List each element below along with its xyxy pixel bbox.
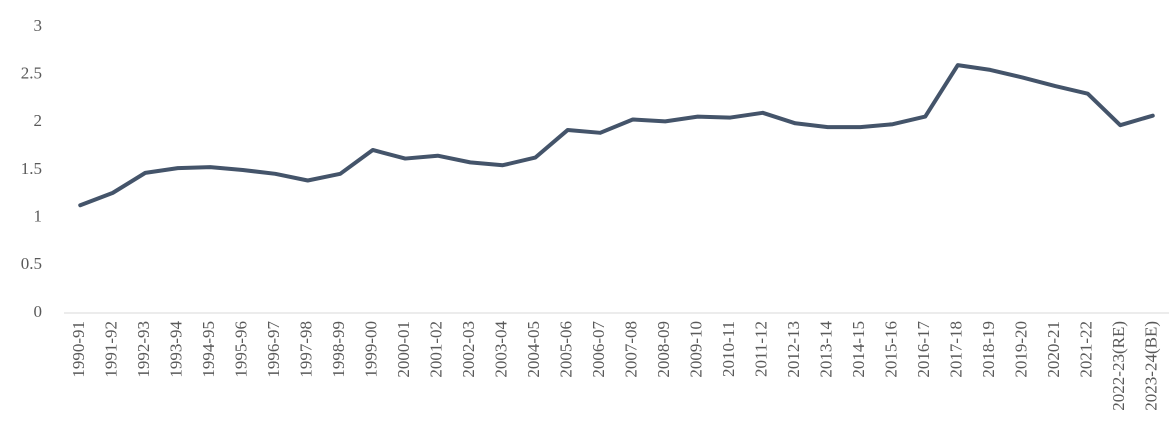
x-tick-label: 1994-95 <box>199 321 218 378</box>
x-tick-label: 2014-15 <box>849 321 868 378</box>
x-tick-label: 2002-03 <box>459 321 478 378</box>
x-tick-label: 1990-91 <box>69 321 88 378</box>
y-tick-label: 2.5 <box>21 64 42 83</box>
x-tick-label: 2005-06 <box>557 321 576 378</box>
x-tick-label: 2003-04 <box>492 321 511 378</box>
x-tick-label: 1998-99 <box>329 321 348 378</box>
x-tick-label: 2000-01 <box>394 321 413 378</box>
x-tick-label: 2010-11 <box>719 321 738 377</box>
x-tick-label: 2004-05 <box>524 321 543 378</box>
x-tick-label: 2008-09 <box>654 321 673 378</box>
x-tick-label: 2021-22 <box>1077 321 1096 378</box>
x-tick-label: 2019-20 <box>1012 321 1031 378</box>
x-tick-label: 2011-12 <box>752 321 771 377</box>
x-tick-label: 1993-94 <box>167 321 186 378</box>
x-tick-label: 1995-96 <box>232 321 251 378</box>
x-tick-label: 2023-24(BE) <box>1142 321 1161 411</box>
line <box>78 63 1155 208</box>
x-tick-label: 2001-02 <box>427 321 446 378</box>
y-tick-label: 1.5 <box>21 159 42 178</box>
y-tick-label: 2 <box>34 111 43 130</box>
x-tick-label: 1996-97 <box>264 321 283 378</box>
x-tick-label: 1997-98 <box>297 321 316 378</box>
x-tick-label: 1992-93 <box>134 321 153 378</box>
x-tick-label: 1999-00 <box>362 321 381 378</box>
x-tick-label: 2009-10 <box>687 321 706 378</box>
x-tick-label: 1991-92 <box>102 321 121 378</box>
x-tick-label: 2013-14 <box>817 321 836 378</box>
y-tick-label: 3 <box>34 16 43 35</box>
x-tick-label: 2017-18 <box>947 321 966 378</box>
x-tick-label: 2016-17 <box>914 321 933 378</box>
x-tick-label: 2022-23(RE) <box>1109 321 1128 411</box>
x-tick-label: 2020-21 <box>1044 321 1063 378</box>
x-tick-label: 2006-07 <box>589 321 608 378</box>
y-tick-label: 1 <box>34 207 43 226</box>
x-tick-label: 2015-16 <box>882 321 901 378</box>
y-tick-label: 0.5 <box>21 254 42 273</box>
x-tick-label: 2018-19 <box>979 321 998 378</box>
x-tick-label: 2012-13 <box>784 321 803 378</box>
x-tick-label: 2007-08 <box>622 321 641 378</box>
y-tick-label: 0 <box>34 302 43 321</box>
